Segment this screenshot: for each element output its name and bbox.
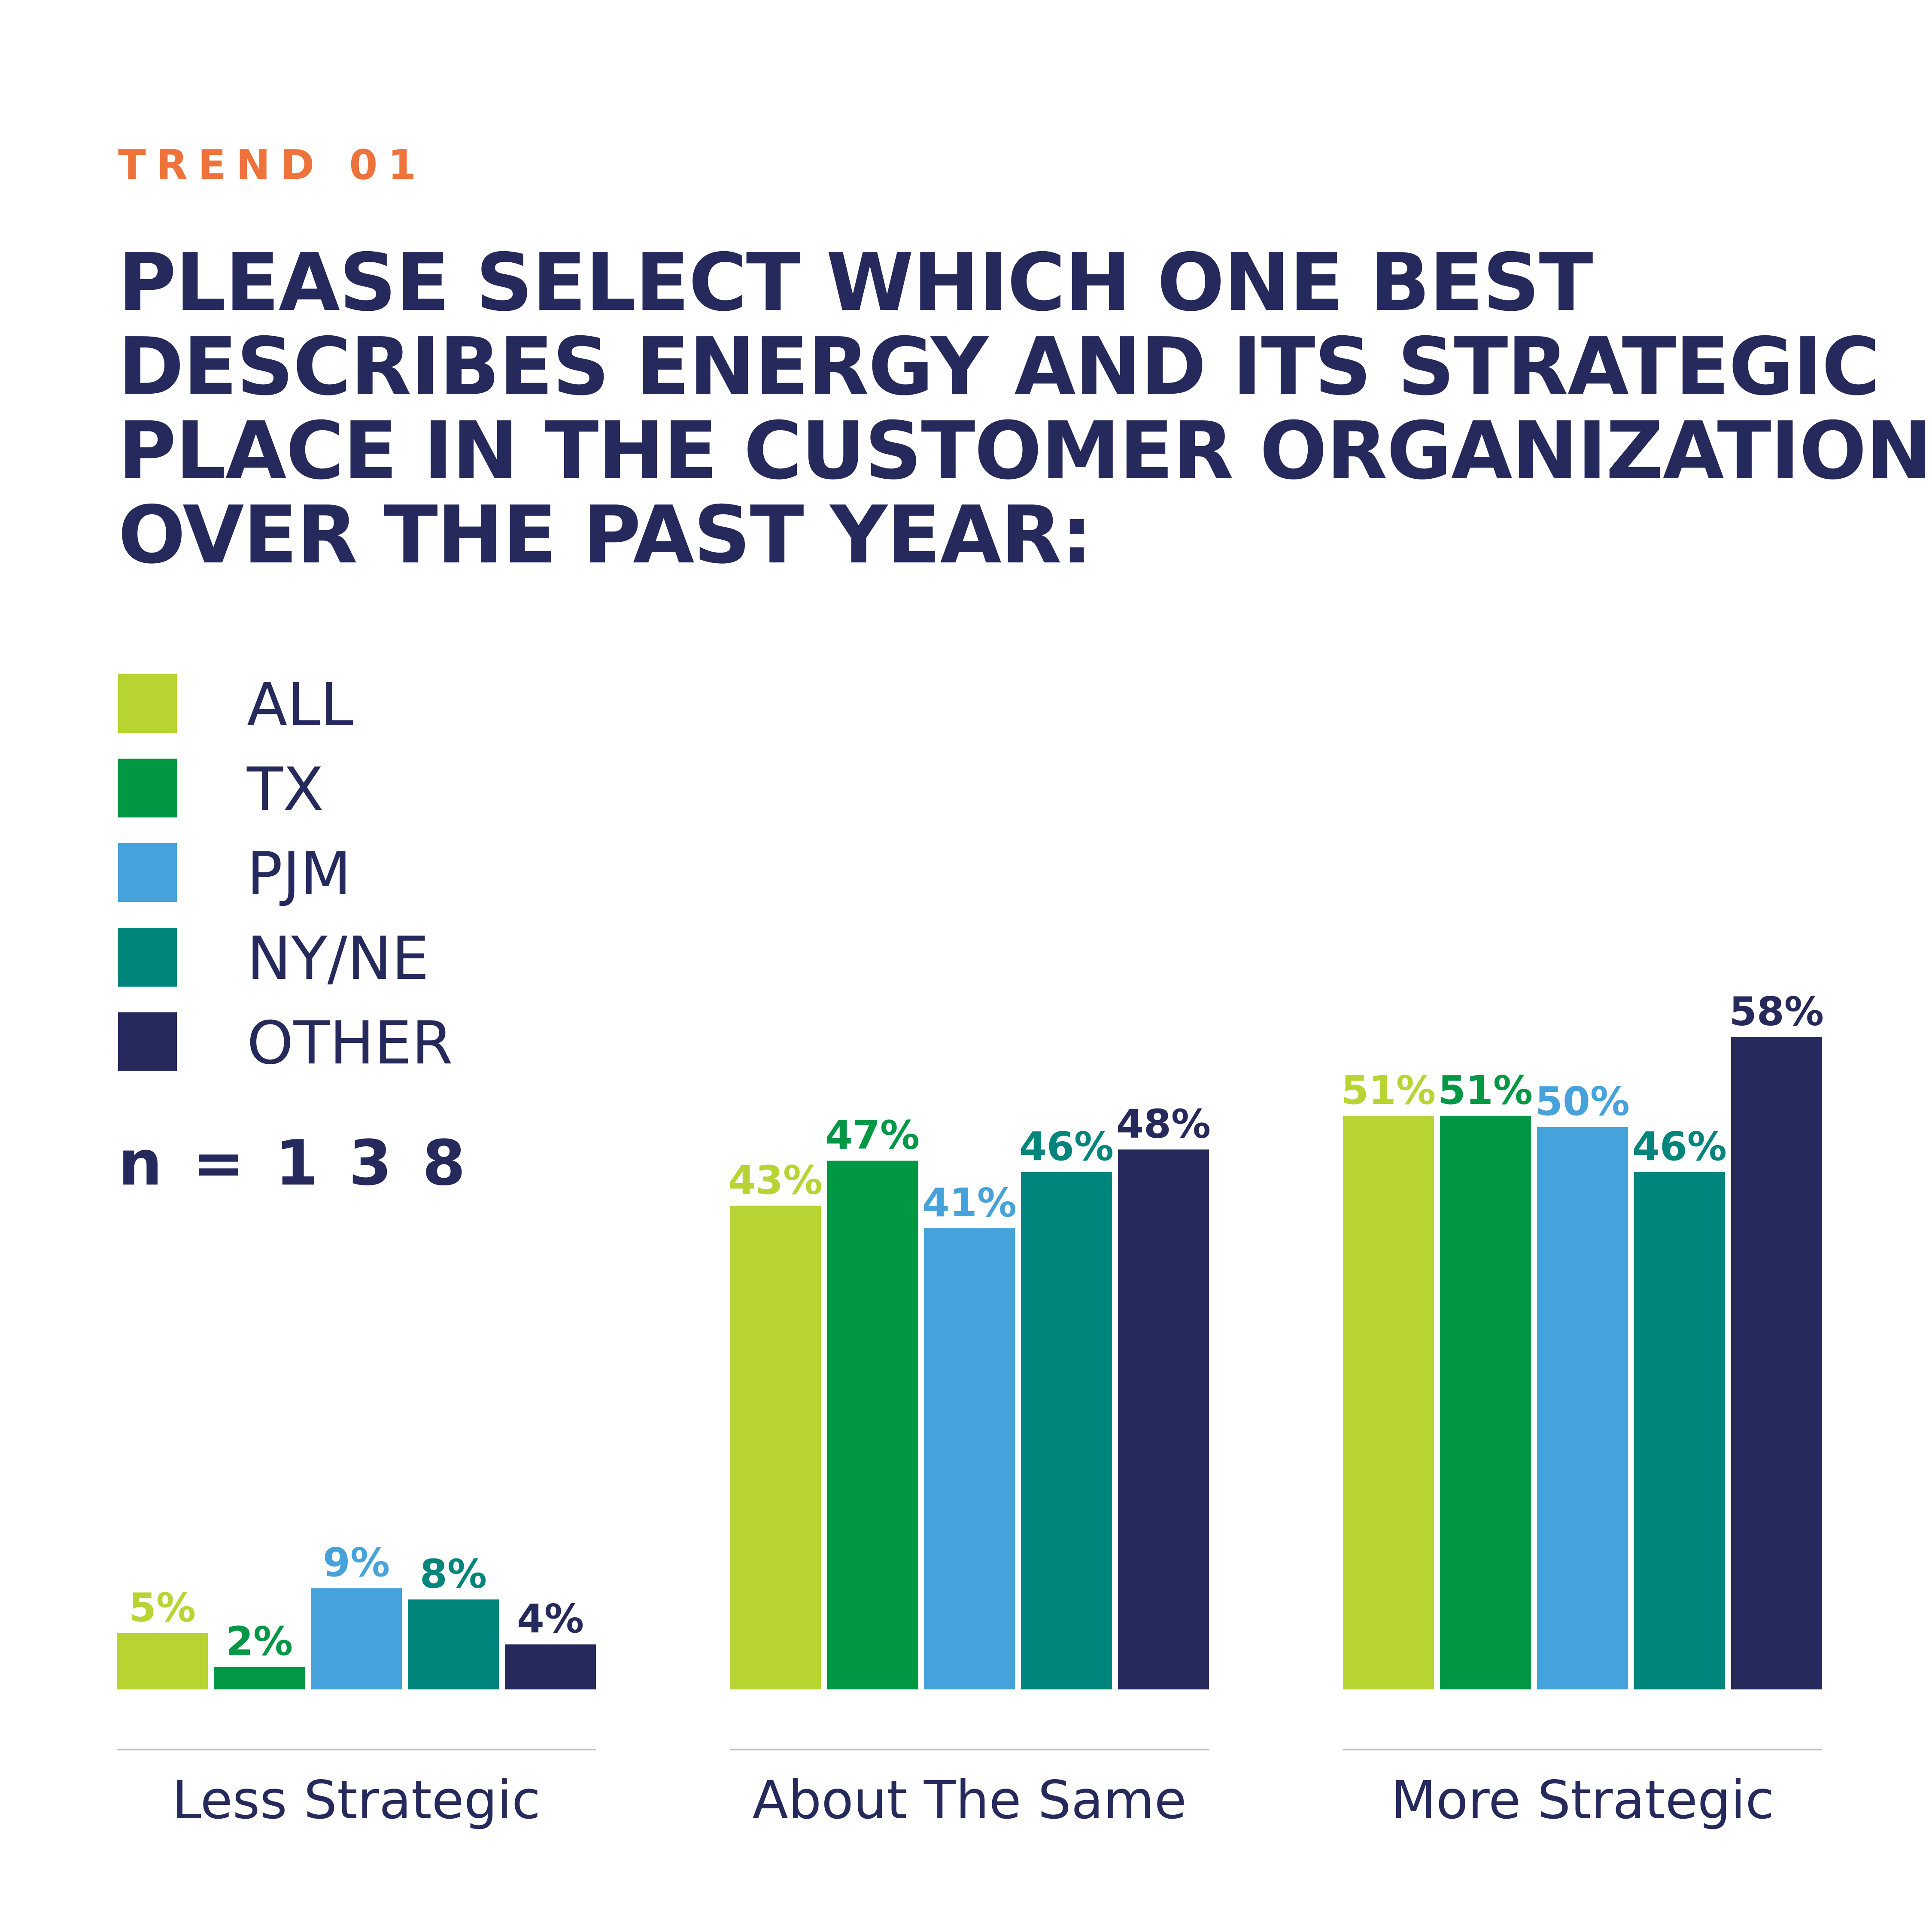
legend-label: PJM [247, 839, 351, 908]
sample-size: n = 1 3 8 [118, 1127, 470, 1200]
legend-label: TX [247, 755, 324, 824]
data-label: 2% [226, 1619, 293, 1665]
legend-item-pjm: PJM [118, 839, 633, 908]
trend-eyebrow: TREND 01 [118, 142, 427, 189]
bar [730, 1206, 821, 1689]
data-label: 43% [728, 1157, 823, 1203]
chart-title-line: PLACE IN THE CUSTOMER ORGANIZATION [118, 404, 1932, 497]
data-label: 46% [1019, 1124, 1114, 1170]
bar [311, 1588, 402, 1689]
bar [827, 1160, 918, 1689]
legend-item-tx: TX [118, 755, 633, 824]
legend-swatch [118, 759, 177, 817]
chart-title-line: DESCRIBES ENERGY AND ITS STRATEGIC [118, 320, 1880, 413]
legend-swatch [118, 674, 177, 733]
legend-label: ALL [247, 670, 354, 739]
data-label: 58% [1729, 988, 1824, 1034]
bar [408, 1599, 499, 1689]
bar [1021, 1172, 1112, 1689]
bar [117, 1633, 208, 1689]
data-label: 47% [825, 1112, 920, 1158]
data-label: 41% [922, 1180, 1017, 1226]
legend-swatch [118, 843, 177, 902]
chart-title: PLEASE SELECT WHICH ONE BEST DESCRIBES E… [118, 236, 1932, 581]
data-label: 8% [420, 1551, 487, 1597]
data-label: 4% [517, 1596, 584, 1642]
data-label: 51% [1341, 1067, 1436, 1113]
bar [1537, 1127, 1628, 1689]
data-label: 51% [1438, 1067, 1533, 1113]
category-label: About The Same [752, 1770, 1186, 1831]
chart-title-line: OVER THE PAST YEAR: [118, 489, 1093, 581]
legend-swatch [118, 1012, 177, 1071]
bar [1634, 1172, 1725, 1689]
chart-title-line: PLEASE SELECT WHICH ONE BEST [118, 236, 1593, 329]
data-label: 48% [1116, 1101, 1211, 1147]
legend-label: NY/NE [247, 924, 429, 993]
bar [214, 1667, 305, 1689]
legend-item-all: ALL [118, 670, 633, 739]
legend-label: OTHER [247, 1009, 453, 1078]
bar [1343, 1115, 1434, 1689]
data-label: 50% [1535, 1078, 1630, 1124]
bar [505, 1644, 596, 1689]
bar [1118, 1149, 1209, 1689]
data-label: 9% [323, 1540, 390, 1586]
legend-item-ny-ne: NY/NE [118, 924, 633, 993]
bar [924, 1228, 1015, 1689]
bar [1731, 1037, 1822, 1689]
category-label: More Strategic [1391, 1770, 1774, 1831]
legend-item-other: OTHER [118, 1009, 633, 1078]
data-label: 5% [129, 1585, 196, 1631]
data-label: 46% [1632, 1124, 1727, 1170]
category-label: Less Strategic [172, 1770, 541, 1831]
bar [1440, 1115, 1531, 1689]
legend-swatch [118, 928, 177, 987]
